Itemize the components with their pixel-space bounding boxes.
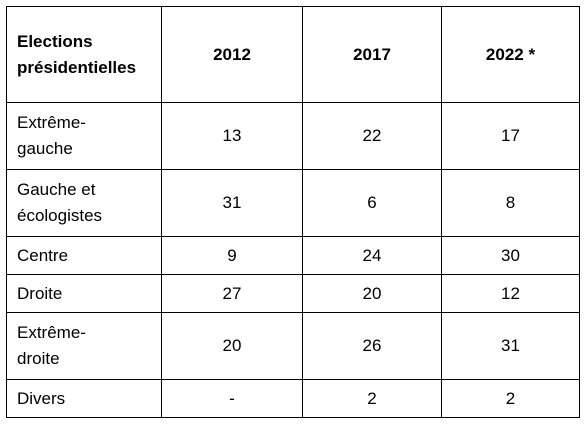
table-row: Centre 9 24 30	[6, 236, 580, 275]
table-row: Extrême- gauche 13 22 17	[6, 102, 580, 170]
cell-value: 2	[441, 379, 580, 418]
table-row: Extrême- droite 20 26 31	[6, 312, 580, 380]
table-row: Gauche et écologistes 31 6 8	[6, 169, 580, 237]
cell-value: 12	[441, 274, 580, 313]
header-row-label: Elections présidentielles	[6, 6, 162, 103]
row-label: Gauche et écologistes	[6, 169, 162, 237]
cell-value: 8	[441, 169, 580, 237]
row-label: Extrême- droite	[6, 312, 162, 380]
table-header-row: Elections présidentielles 2012 2017 2022…	[6, 6, 580, 103]
election-results-table: Elections présidentielles 2012 2017 2022…	[6, 6, 580, 418]
cell-value: 6	[302, 169, 442, 237]
cell-value: 20	[302, 274, 442, 313]
cell-value: 31	[441, 312, 580, 380]
cell-value: 31	[161, 169, 303, 237]
cell-value: 9	[161, 236, 303, 275]
cell-value: 2	[302, 379, 442, 418]
cell-value: 20	[161, 312, 303, 380]
cell-value: 30	[441, 236, 580, 275]
cell-value: -	[161, 379, 303, 418]
cell-value: 24	[302, 236, 442, 275]
row-label: Droite	[6, 274, 162, 313]
cell-value: 26	[302, 312, 442, 380]
cell-value: 22	[302, 102, 442, 170]
cell-value: 13	[161, 102, 303, 170]
header-year-2012: 2012	[161, 6, 303, 103]
header-year-2022: 2022 *	[441, 6, 580, 103]
row-label: Centre	[6, 236, 162, 275]
header-year-2017: 2017	[302, 6, 442, 103]
cell-value: 27	[161, 274, 303, 313]
table-row: Divers - 2 2	[6, 379, 580, 418]
row-label: Divers	[6, 379, 162, 418]
table-row: Droite 27 20 12	[6, 274, 580, 313]
row-label: Extrême- gauche	[6, 102, 162, 170]
cell-value: 17	[441, 102, 580, 170]
